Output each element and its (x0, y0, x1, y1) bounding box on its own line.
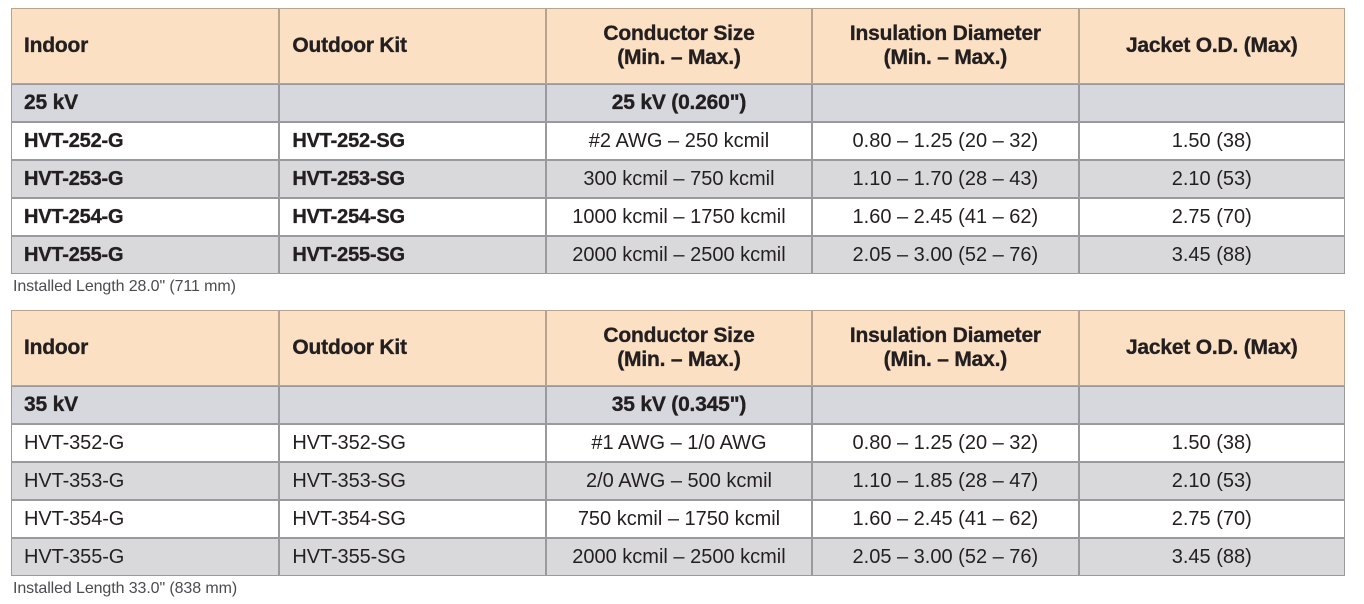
table-row: HVT-354-G HVT-354-SG 750 kcmil – 1750 kcmi… (11, 500, 1345, 538)
installed-length-caption: Installed Length 33.0" (838 mm) (13, 580, 238, 597)
column-header-conductor-size: Conductor Size (Min. – Max.) (545, 8, 813, 84)
installed-length-caption: Installed Length 28.0" (711 mm) (13, 278, 236, 295)
column-header-outdoor-kit: Outdoor Kit (279, 8, 546, 84)
voltage-class-cell-insulation-diameter (812, 84, 1079, 122)
cell-outdoor-kit: HVT-253-SG (279, 160, 546, 198)
cell-insulation-diameter: 1.60 – 2.45 (41 – 62) (812, 198, 1079, 236)
cell-jacket-od: 2.75 (70) (1078, 198, 1345, 236)
column-header-line1: Jacket O.D. (Max) (1125, 336, 1298, 360)
voltage-class-row: 35 kV 35 kV (0.345") (11, 386, 1345, 424)
column-header-outdoor-kit: Outdoor Kit (279, 310, 546, 386)
cell-jacket-od: 3.45 (88) (1078, 538, 1345, 576)
cell-conductor-size: 750 kcmil – 1750 kcmil (545, 500, 813, 538)
cell-insulation-diameter: 1.60 – 2.45 (41 – 62) (812, 500, 1079, 538)
cell-indoor: HVT-352-G (11, 424, 280, 462)
cell-indoor: HVT-355-G (11, 538, 280, 576)
cell-outdoor-kit: HVT-255-SG (279, 236, 546, 274)
table-25kv: Indoor Outdoor Kit Conductor Size (Min. – M… (11, 8, 1345, 274)
table-spacer (11, 296, 1345, 310)
cell-jacket-od: 1.50 (38) (1078, 424, 1345, 462)
column-header-line1: Conductor Size (603, 324, 755, 348)
table-header-row: Indoor Outdoor Kit Conductor Size (Min. – M… (11, 8, 1345, 84)
cell-conductor-size: 1000 kcmil – 1750 kcmil (545, 198, 813, 236)
voltage-class-cell-indoor: 25 kV (11, 84, 280, 122)
cell-outdoor-kit: HVT-355-SG (279, 538, 546, 576)
column-header-line2: (Min. – Max.) (617, 46, 741, 69)
column-header-line2: (Min. – Max.) (883, 46, 1008, 69)
cell-conductor-size: 2000 kcmil – 2500 kcmil (545, 538, 813, 576)
cell-insulation-diameter: 0.80 – 1.25 (20 – 32) (812, 424, 1079, 462)
table-row: HVT-254-G HVT-254-SG 1000 kcmil – 1750 kcm… (11, 198, 1345, 236)
cell-outdoor-kit: HVT-252-SG (279, 122, 546, 160)
cell-outdoor-kit: HVT-254-SG (279, 198, 546, 236)
table-row: HVT-353-G HVT-353-SG 2/0 AWG – 500 kcmil 1.… (11, 462, 1345, 500)
column-header-line1: Outdoor Kit (292, 336, 407, 360)
cell-conductor-size: 2000 kcmil – 2500 kcmil (545, 236, 813, 274)
voltage-class-cell-jacket-od (1078, 84, 1345, 122)
cell-insulation-diameter: 0.80 – 1.25 (20 – 32) (812, 122, 1079, 160)
cell-indoor: HVT-255-G (11, 236, 280, 274)
table-row: HVT-255-G HVT-255-SG 2000 kcmil – 2500 kcm… (11, 236, 1345, 274)
cell-indoor: HVT-253-G (11, 160, 280, 198)
cell-insulation-diameter: 2.05 – 3.00 (52 – 76) (812, 236, 1079, 274)
table-row: HVT-252-G HVT-252-SG #2 AWG – 250 kcmil 0.8… (11, 122, 1345, 160)
table-header-row: Indoor Outdoor Kit Conductor Size (Min. – M… (11, 310, 1345, 386)
column-header-jacket-od: Jacket O.D. (Max) (1078, 310, 1345, 386)
column-header-line1: Outdoor Kit (292, 34, 407, 58)
cell-jacket-od: 2.10 (53) (1078, 160, 1345, 198)
cell-jacket-od: 1.50 (38) (1078, 122, 1345, 160)
cell-insulation-diameter: 2.05 – 3.00 (52 – 76) (812, 538, 1079, 576)
voltage-class-cell-conductor-size: 35 kV (0.345") (545, 386, 813, 424)
cell-indoor: HVT-354-G (11, 500, 280, 538)
voltage-class-cell-indoor: 35 kV (11, 386, 280, 424)
cell-outdoor-kit: HVT-354-SG (279, 500, 546, 538)
column-header-line1: Insulation Diameter (849, 324, 1042, 348)
cell-jacket-od: 2.10 (53) (1078, 462, 1345, 500)
column-header-line1: Insulation Diameter (849, 22, 1042, 46)
column-header-line2: (Min. – Max.) (617, 348, 741, 371)
column-header-line1: Indoor (24, 336, 89, 360)
cell-jacket-od: 2.75 (70) (1078, 500, 1345, 538)
cell-indoor: HVT-353-G (11, 462, 280, 500)
column-header-jacket-od: Jacket O.D. (Max) (1078, 8, 1345, 84)
cell-insulation-diameter: 1.10 – 1.85 (28 – 47) (812, 462, 1079, 500)
cell-outdoor-kit: HVT-352-SG (279, 424, 546, 462)
cell-jacket-od: 3.45 (88) (1078, 236, 1345, 274)
voltage-class-cell-insulation-diameter (812, 386, 1079, 424)
column-header-insulation-diameter: Insulation Diameter (Min. – Max.) (812, 310, 1079, 386)
column-header-indoor: Indoor (11, 310, 280, 386)
voltage-class-row: 25 kV 25 kV (0.260") (11, 84, 1345, 122)
cell-indoor: HVT-252-G (11, 122, 280, 160)
cell-conductor-size: 2/0 AWG – 500 kcmil (545, 462, 813, 500)
cell-outdoor-kit: HVT-353-SG (279, 462, 546, 500)
column-header-line1: Jacket O.D. (Max) (1125, 34, 1298, 58)
table-35kv: Indoor Outdoor Kit Conductor Size (Min. – M… (11, 310, 1345, 576)
column-header-insulation-diameter: Insulation Diameter (Min. – Max.) (812, 8, 1079, 84)
table-row: HVT-352-G HVT-352-SG #1 AWG – 1/0 AWG 0.80 … (11, 424, 1345, 462)
column-header-line2: (Min. – Max.) (883, 348, 1008, 371)
column-header-conductor-size: Conductor Size (Min. – Max.) (545, 310, 813, 386)
column-header-line1: Conductor Size (603, 22, 755, 46)
cell-conductor-size: #1 AWG – 1/0 AWG (545, 424, 813, 462)
cell-insulation-diameter: 1.10 – 1.70 (28 – 43) (812, 160, 1079, 198)
cell-conductor-size: #2 AWG – 250 kcmil (545, 122, 813, 160)
tables-container: Indoor Outdoor Kit Conductor Size (Min. – M… (11, 8, 1345, 598)
voltage-class-cell-conductor-size: 25 kV (0.260") (545, 84, 813, 122)
voltage-class-cell-outdoor-kit (279, 84, 546, 122)
table-row: HVT-253-G HVT-253-SG 300 kcmil – 750 kcmil… (11, 160, 1345, 198)
column-header-indoor: Indoor (11, 8, 280, 84)
voltage-class-cell-outdoor-kit (279, 386, 546, 424)
column-header-line1: Indoor (24, 34, 89, 58)
cell-indoor: HVT-254-G (11, 198, 280, 236)
table-row: HVT-355-G HVT-355-SG 2000 kcmil – 2500 kcm… (11, 538, 1345, 576)
voltage-class-cell-jacket-od (1078, 386, 1345, 424)
cell-conductor-size: 300 kcmil – 750 kcmil (545, 160, 813, 198)
